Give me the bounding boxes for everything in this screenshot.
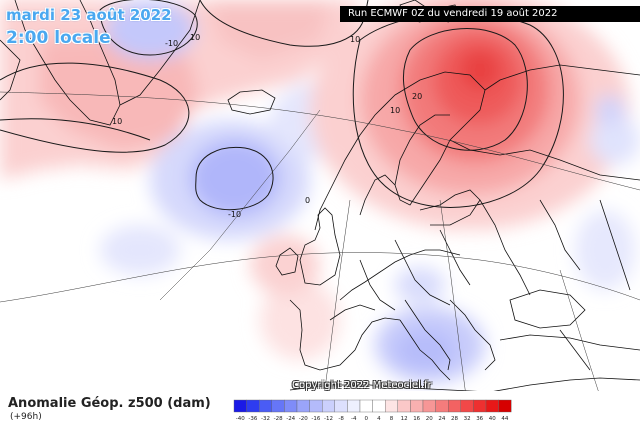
- contour-label-finland-high: 20: [412, 92, 422, 101]
- contour-label-north-atlantic: 10: [112, 117, 122, 126]
- valid-date: mardi 23 août 2022: [6, 6, 172, 24]
- legend-tick-label: 44: [501, 416, 508, 422]
- legend-swatch: [422, 399, 436, 413]
- contour-label-greenland-pos: 10: [190, 33, 200, 42]
- legend-swatch: [397, 399, 411, 413]
- legend-swatch: [498, 399, 512, 413]
- legend-tick-label: -16: [311, 416, 320, 422]
- contour-label-scandinavia: 10: [390, 106, 400, 115]
- legend-tick-label: -32: [261, 416, 270, 422]
- graticule: [0, 91, 640, 427]
- legend-swatch: [485, 399, 499, 413]
- legend-tick-label: -12: [324, 416, 333, 422]
- legend-tick-label: 0: [365, 416, 369, 422]
- run-info: Run ECMWF 0Z du vendredi 19 août 2022: [340, 6, 640, 22]
- legend-swatch: [271, 399, 285, 413]
- legend-tick-label: 28: [451, 416, 458, 422]
- legend-tick-label: 32: [464, 416, 471, 422]
- anomaly-shading: [0, 0, 640, 383]
- legend-tick-label: -36: [248, 416, 257, 422]
- legend-tick-label: -4: [351, 416, 357, 422]
- legend-tick-label: 20: [426, 416, 433, 422]
- color-legend: -40 -36 -32 -28 -24 -20 -16 -12 -8 -4 0 4 8 12 16 20 24 2…: [233, 399, 512, 422]
- legend-tick-label: 8: [390, 416, 394, 422]
- parameter-title: Anomalie Géop. z500 (dam): [8, 396, 211, 411]
- legend-swatch: [233, 399, 247, 413]
- legend-tick-label: 12: [401, 416, 408, 422]
- contour-label-iberia: 0: [305, 196, 310, 205]
- contour-labels: -10 10 -10 10 10 20 0 10: [112, 33, 422, 219]
- legend-tick-label: 4: [377, 416, 381, 422]
- legend-swatch: [447, 399, 461, 413]
- legend-swatch: [359, 399, 373, 413]
- copyright-notice: Copyright 2022 Meteociel.fr: [292, 380, 432, 391]
- legend-tick-label: 36: [476, 416, 483, 422]
- valid-time: 2:00 locale: [6, 28, 111, 48]
- legend-tick-label: -20: [299, 416, 308, 422]
- contour-label-norway: 10: [350, 35, 360, 44]
- legend-swatch: [435, 399, 449, 413]
- legend-swatch: [347, 399, 361, 413]
- legend-swatch: [309, 399, 323, 413]
- legend-swatch: [410, 399, 424, 413]
- legend-tick-label: 16: [413, 416, 420, 422]
- legend-swatch: [296, 399, 310, 413]
- legend-tick-label: -8: [338, 416, 344, 422]
- legend-tick-label: 40: [489, 416, 496, 422]
- legend-swatch: [246, 399, 260, 413]
- legend-swatch: [473, 399, 487, 413]
- legend-swatch: [460, 399, 474, 413]
- legend-swatch: [384, 399, 398, 413]
- legend-swatch: [372, 399, 386, 413]
- contour-lines: [0, 0, 564, 211]
- legend-swatch: [334, 399, 348, 413]
- legend-swatch: [259, 399, 273, 413]
- legend-swatch: [284, 399, 298, 413]
- lead-time: (+96h): [10, 412, 42, 422]
- contour-label-greenland: -10: [165, 39, 178, 48]
- legend-tick-label: 24: [438, 416, 445, 422]
- legend-tick-label: -40: [236, 416, 245, 422]
- legend-swatch: [321, 399, 335, 413]
- legend-tick-label: -24: [286, 416, 295, 422]
- legend-tick-label: -28: [274, 416, 283, 422]
- contour-label-atlantic-low: -10: [228, 210, 241, 219]
